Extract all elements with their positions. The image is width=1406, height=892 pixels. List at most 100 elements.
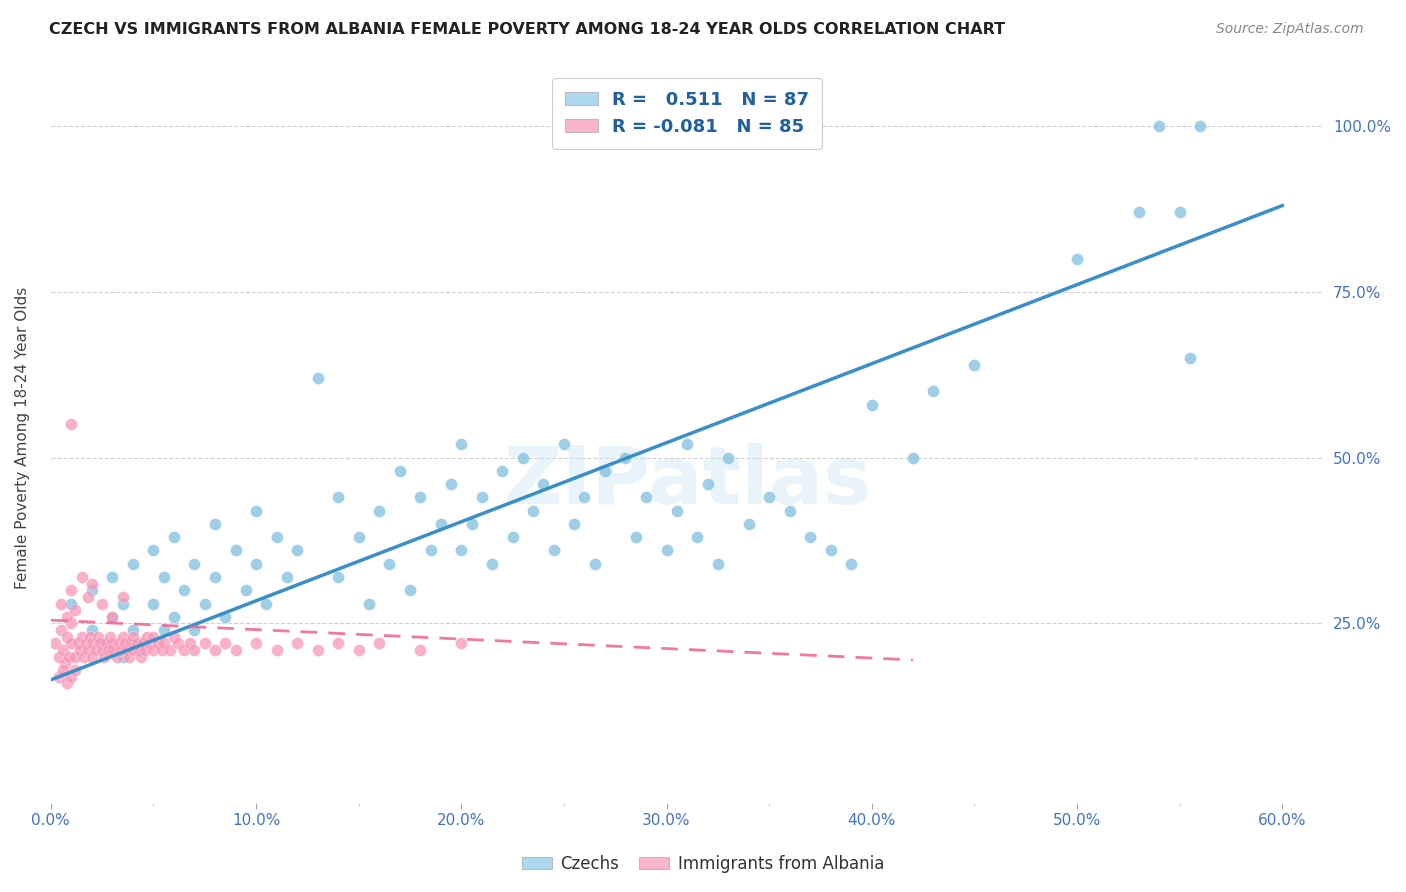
Point	[122, 557, 145, 571]
Point	[132, 636, 155, 650]
Point	[163, 610, 186, 624]
Point	[73, 649, 96, 664]
Point	[75, 636, 97, 650]
Point	[460, 516, 482, 531]
Point	[450, 636, 472, 650]
Point	[80, 583, 103, 598]
Point	[1189, 119, 1212, 133]
Point	[111, 630, 134, 644]
Point	[146, 636, 169, 650]
Point	[60, 669, 83, 683]
Point	[419, 543, 441, 558]
Point	[111, 649, 134, 664]
Point	[307, 371, 329, 385]
Point	[142, 630, 165, 644]
Point	[266, 643, 288, 657]
Point	[101, 570, 124, 584]
Y-axis label: Female Poverty Among 18-24 Year Olds: Female Poverty Among 18-24 Year Olds	[15, 286, 30, 589]
Point	[65, 649, 87, 664]
Point	[583, 557, 606, 571]
Point	[183, 623, 205, 637]
Point	[820, 543, 842, 558]
Point	[69, 643, 91, 657]
Point	[285, 543, 308, 558]
Point	[839, 557, 862, 571]
Point	[901, 450, 924, 465]
Point	[87, 630, 110, 644]
Point	[122, 643, 145, 657]
Point	[614, 450, 637, 465]
Point	[56, 676, 79, 690]
Point	[107, 636, 129, 650]
Point	[60, 583, 83, 598]
Point	[80, 623, 103, 637]
Point	[450, 437, 472, 451]
Point	[56, 630, 79, 644]
Point	[163, 530, 186, 544]
Point	[450, 543, 472, 558]
Point	[152, 623, 174, 637]
Point	[254, 597, 277, 611]
Point	[543, 543, 565, 558]
Point	[183, 557, 205, 571]
Point	[110, 643, 132, 657]
Point	[98, 630, 121, 644]
Point	[105, 649, 128, 664]
Point	[132, 636, 155, 650]
Point	[388, 464, 411, 478]
Point	[53, 657, 76, 671]
Point	[717, 450, 740, 465]
Point	[1178, 351, 1201, 366]
Point	[101, 636, 124, 650]
Point	[48, 649, 70, 664]
Point	[76, 590, 98, 604]
Point	[204, 643, 226, 657]
Point	[58, 649, 80, 664]
Text: ZIPatlas: ZIPatlas	[503, 442, 872, 521]
Point	[173, 643, 195, 657]
Point	[125, 636, 148, 650]
Point	[276, 570, 298, 584]
Point	[491, 464, 513, 478]
Point	[357, 597, 380, 611]
Point	[512, 450, 534, 465]
Point	[779, 504, 801, 518]
Point	[204, 570, 226, 584]
Point	[245, 504, 267, 518]
Point	[52, 663, 75, 677]
Point	[194, 636, 217, 650]
Point	[115, 643, 138, 657]
Point	[245, 636, 267, 650]
Point	[204, 516, 226, 531]
Point	[347, 530, 370, 544]
Point	[163, 630, 186, 644]
Point	[52, 643, 75, 657]
Point	[235, 583, 257, 598]
Point	[111, 590, 134, 604]
Point	[368, 504, 391, 518]
Point	[696, 477, 718, 491]
Point	[214, 636, 236, 650]
Point	[634, 491, 657, 505]
Point	[409, 643, 432, 657]
Point	[138, 636, 160, 650]
Point	[49, 597, 72, 611]
Point	[152, 636, 174, 650]
Point	[66, 636, 89, 650]
Point	[150, 643, 173, 657]
Point	[167, 636, 190, 650]
Point	[963, 358, 986, 372]
Point	[440, 477, 463, 491]
Point	[574, 491, 596, 505]
Point	[96, 636, 118, 650]
Point	[80, 576, 103, 591]
Point	[799, 530, 821, 544]
Point	[49, 623, 72, 637]
Point	[347, 643, 370, 657]
Point	[245, 557, 267, 571]
Text: CZECH VS IMMIGRANTS FROM ALBANIA FEMALE POVERTY AMONG 18-24 YEAR OLDS CORRELATIO: CZECH VS IMMIGRANTS FROM ALBANIA FEMALE …	[49, 22, 1005, 37]
Point	[120, 636, 142, 650]
Point	[91, 643, 114, 657]
Point	[194, 597, 217, 611]
Point	[481, 557, 503, 571]
